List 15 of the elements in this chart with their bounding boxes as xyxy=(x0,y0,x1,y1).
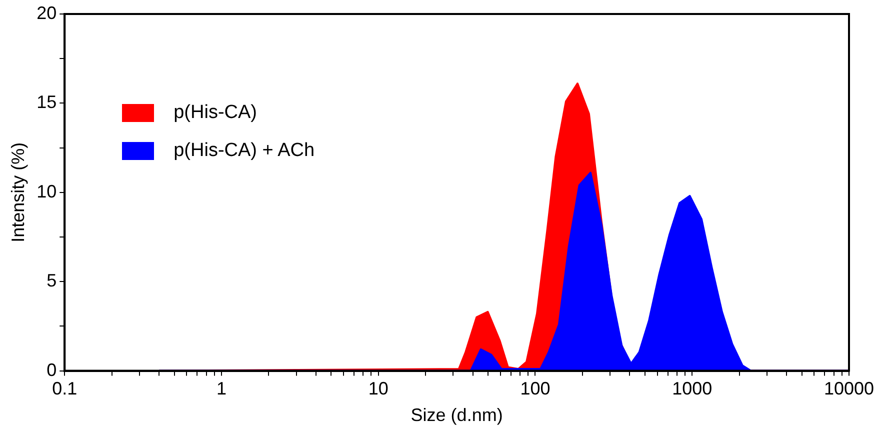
legend-label: p(His-CA) + ACh xyxy=(174,140,315,162)
y-axis-title: Intensity (%) xyxy=(8,142,28,242)
y-tick-label: 0 xyxy=(46,360,57,380)
x-axis-title: Size (d.nm) xyxy=(410,405,503,426)
x-tick-label: 1000 xyxy=(672,378,712,399)
y-tick-label: 10 xyxy=(36,181,57,202)
y-tick-label: 5 xyxy=(46,270,57,291)
x-tick-label: 10000 xyxy=(824,378,874,399)
y-tick-label: 20 xyxy=(36,2,57,23)
legend-label: p(His-CA) xyxy=(174,102,257,124)
x-tick-label: 100 xyxy=(520,378,550,399)
y-tick-label: 15 xyxy=(36,92,57,112)
x-tick-label: 10 xyxy=(368,378,388,399)
x-tick-label: 0.1 xyxy=(52,378,78,399)
x-tick-label: 1 xyxy=(216,378,227,399)
